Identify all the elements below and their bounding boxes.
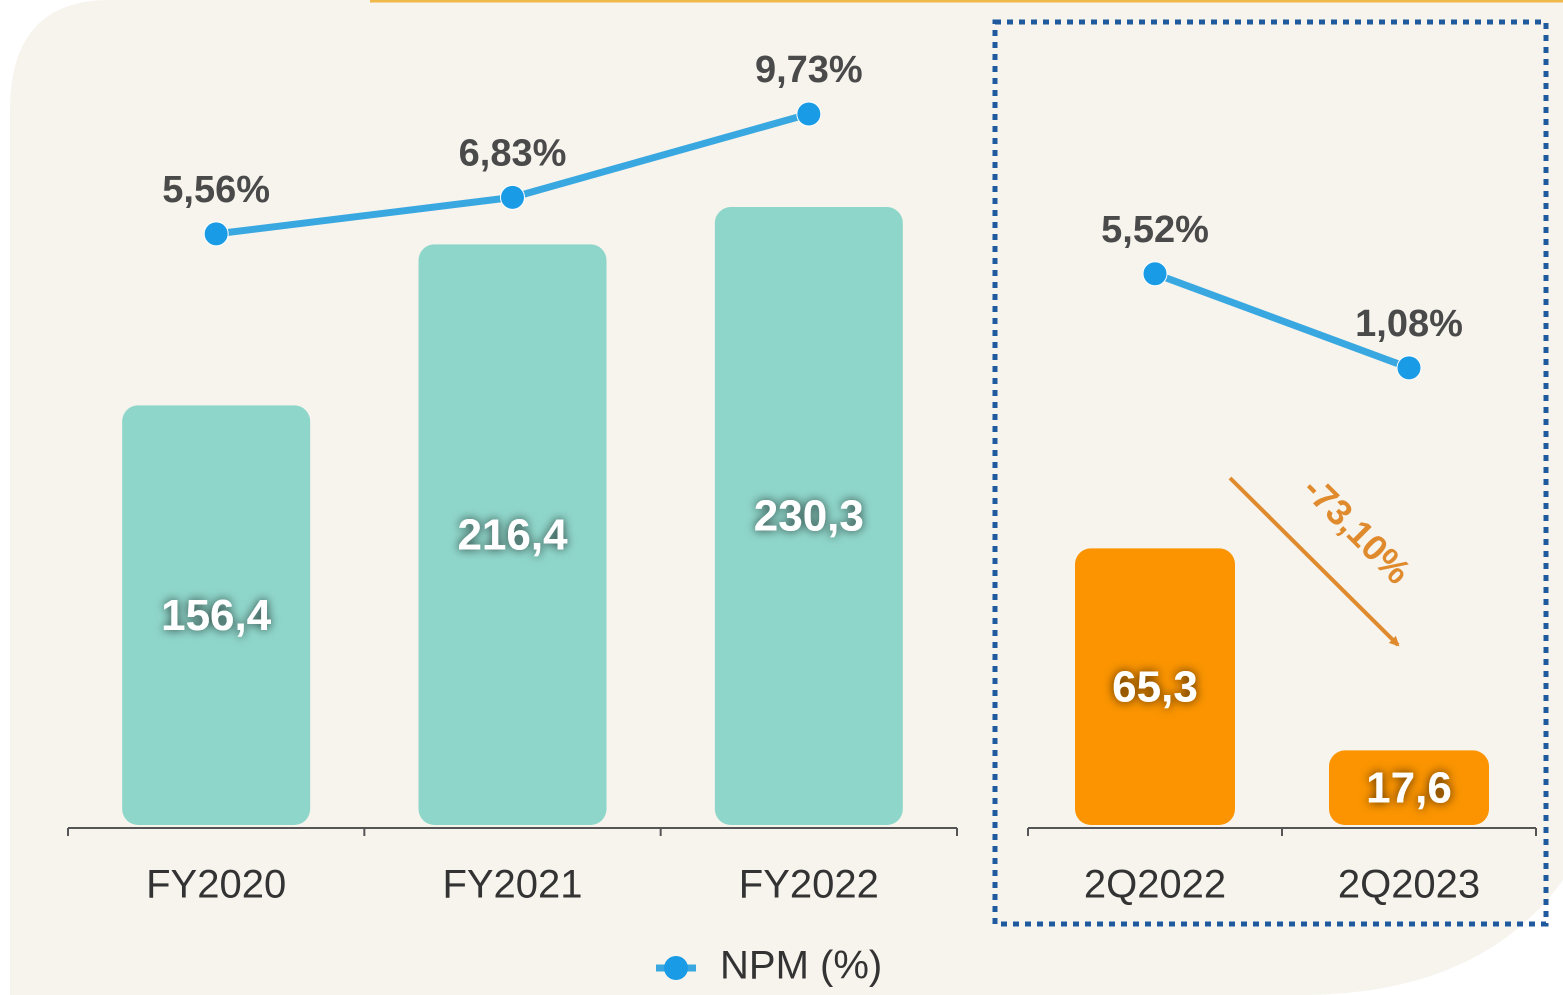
npm-label: 6,83% <box>459 132 567 174</box>
npm-label: 9,73% <box>755 49 863 91</box>
bar <box>714 207 903 826</box>
npm-label: 5,52% <box>1101 209 1209 251</box>
x-tick-label: 2Q2023 <box>1338 863 1480 907</box>
bar-label: 230,3 <box>754 492 864 541</box>
npm-marker <box>1142 261 1168 287</box>
npm-marker <box>1396 355 1422 381</box>
npm-marker <box>203 221 229 247</box>
bar <box>122 405 311 825</box>
highlight-box <box>992 19 1549 927</box>
bar-label: 156,4 <box>161 591 272 640</box>
npm-marker <box>500 184 525 210</box>
x-tick-label: FY2020 <box>146 863 286 907</box>
npm-label: 1,08% <box>1355 303 1463 345</box>
x-tick-label: FY2022 <box>739 863 879 907</box>
npm-label: 5,56% <box>162 169 270 211</box>
npm-marker <box>796 101 822 127</box>
bar-label: 17,6 <box>1366 763 1452 812</box>
bar-label: 65,3 <box>1112 662 1198 711</box>
x-tick-label: FY2021 <box>442 863 582 907</box>
npm-line <box>1153 270 1411 372</box>
x-tick-label: 2Q2022 <box>1084 863 1226 907</box>
bar <box>418 244 607 825</box>
bar <box>1075 548 1235 825</box>
change-arrow <box>1228 476 1400 647</box>
bar <box>1329 750 1489 825</box>
legend-marker <box>664 956 688 980</box>
legend-label: NPM (%) <box>720 944 882 988</box>
bar-label: 216,4 <box>457 510 568 559</box>
